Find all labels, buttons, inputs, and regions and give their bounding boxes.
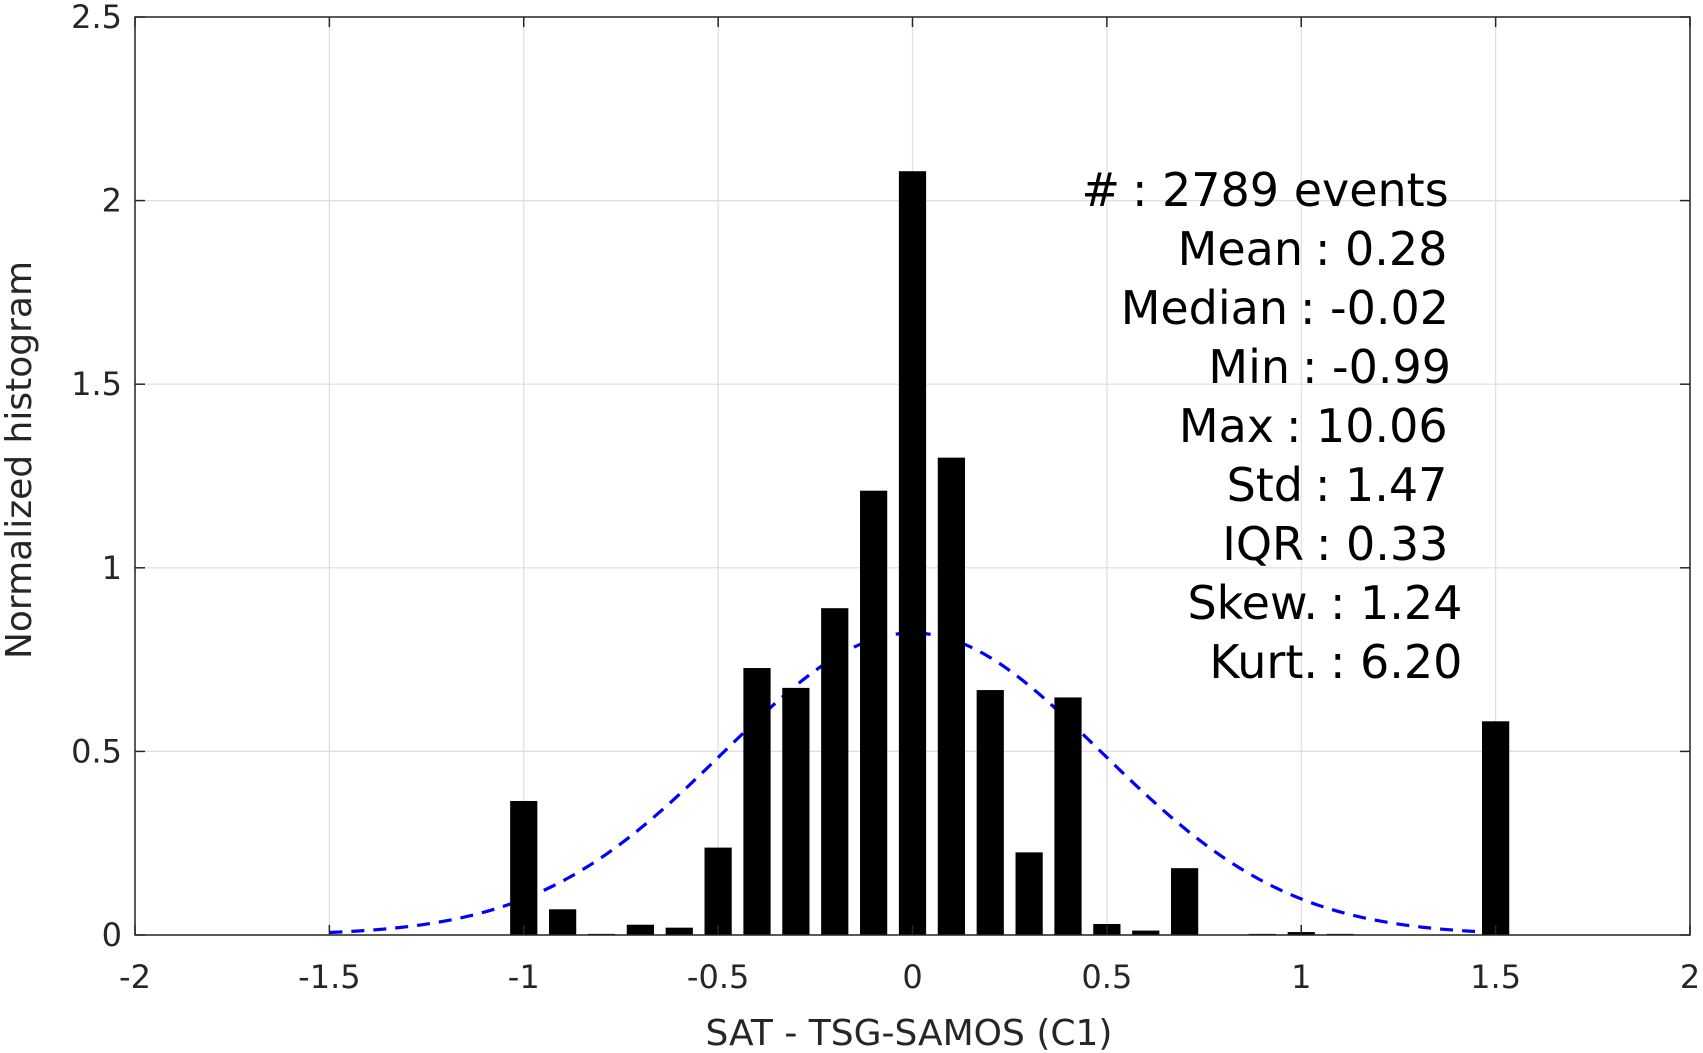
x-tick-label: -1 bbox=[508, 958, 540, 996]
histogram-bar bbox=[1015, 852, 1043, 935]
stats-separator: : bbox=[1315, 458, 1331, 512]
stats-value: 0.28 bbox=[1345, 222, 1447, 276]
y-tick-label: 1 bbox=[102, 549, 122, 587]
stats-separator: : bbox=[1330, 635, 1346, 689]
y-axis-label: Normalized histogram bbox=[0, 261, 40, 659]
histogram-bar bbox=[1171, 868, 1199, 935]
x-tick-label: 0 bbox=[902, 958, 922, 996]
stats-label: Mean bbox=[1178, 222, 1303, 276]
stats-label: Median bbox=[1121, 281, 1288, 335]
stats-label: Skew. bbox=[1187, 576, 1318, 630]
stats-label: Std bbox=[1227, 458, 1303, 512]
stats-label: Max bbox=[1179, 399, 1274, 453]
x-tick-label: -2 bbox=[119, 958, 151, 996]
stats-separator: : bbox=[1330, 576, 1346, 630]
stats-value: -0.02 bbox=[1330, 281, 1449, 335]
x-tick-label: -0.5 bbox=[687, 958, 749, 996]
y-tick-label: 1.5 bbox=[71, 365, 122, 403]
stats-value: 1.24 bbox=[1360, 576, 1462, 630]
stats-separator: : bbox=[1315, 222, 1331, 276]
histogram-bar bbox=[782, 687, 810, 935]
x-tick-label: 0.5 bbox=[1081, 958, 1132, 996]
y-tick-label: 0.5 bbox=[71, 732, 122, 770]
histogram-bar bbox=[743, 668, 771, 935]
stats-separator: : bbox=[1132, 163, 1148, 217]
x-axis-label: SAT - TSG-SAMOS (C1) bbox=[706, 1013, 1113, 1053]
x-tick-label: 2 bbox=[1680, 958, 1700, 996]
histogram-bar bbox=[626, 924, 654, 935]
stats-value: 0.33 bbox=[1346, 517, 1448, 571]
histogram-bar bbox=[976, 690, 1004, 935]
histogram-bar bbox=[549, 909, 577, 935]
stats-separator: : bbox=[1302, 340, 1318, 394]
y-tick-label: 0 bbox=[102, 916, 122, 954]
stats-value: 2789 events bbox=[1162, 163, 1449, 217]
stats-separator: : bbox=[1286, 399, 1302, 453]
histogram-bar bbox=[821, 608, 849, 935]
histogram-bar bbox=[898, 171, 927, 935]
histogram-bar bbox=[665, 927, 693, 935]
stats-label: Min bbox=[1208, 340, 1290, 394]
stats-label: Kurt. bbox=[1209, 635, 1318, 689]
stats-value: 6.20 bbox=[1360, 635, 1462, 689]
histogram-bar bbox=[1132, 930, 1160, 935]
x-tick-label: 1.5 bbox=[1470, 958, 1521, 996]
stats-separator: : bbox=[1300, 281, 1316, 335]
stats-value: -0.99 bbox=[1332, 340, 1451, 394]
y-tick-label: 2 bbox=[102, 182, 122, 220]
stats-separator: : bbox=[1316, 517, 1332, 571]
y-tick-label: 2.5 bbox=[71, 0, 122, 36]
histogram-bar bbox=[860, 490, 888, 935]
x-tick-label: -1.5 bbox=[298, 958, 360, 996]
histogram-bar bbox=[1482, 721, 1510, 935]
stats-value: 10.06 bbox=[1316, 399, 1448, 453]
histogram-bar bbox=[704, 847, 732, 935]
axes-frame bbox=[134, 16, 1691, 936]
histogram-bars bbox=[510, 171, 1510, 935]
tick-labels: -2 -1.5 -1 -0.5 0 0.5 1 1.5 2 0 0.5 1 1.5 2 2.5 bbox=[71, 0, 1700, 996]
histogram-bar bbox=[937, 457, 965, 935]
stats-label: IQR bbox=[1222, 517, 1304, 571]
x-tick-label: 1 bbox=[1291, 958, 1311, 996]
stats-label: # bbox=[1081, 163, 1120, 217]
stats-value: 1.47 bbox=[1345, 458, 1447, 512]
histogram-bar bbox=[510, 800, 538, 935]
histogram-bar bbox=[1054, 697, 1082, 935]
